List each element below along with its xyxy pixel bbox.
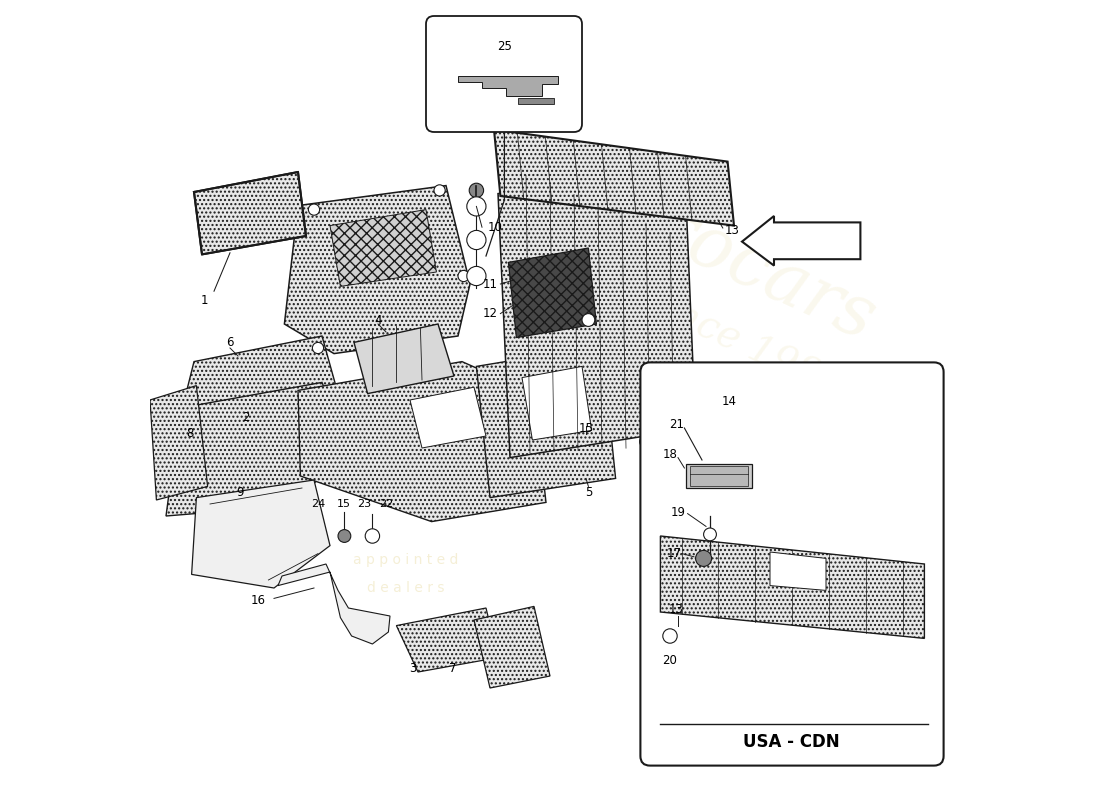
Text: 13: 13 [725,224,739,237]
Text: 24: 24 [311,499,326,509]
Circle shape [639,435,652,448]
Circle shape [458,270,470,282]
Polygon shape [278,564,390,644]
Polygon shape [396,608,498,672]
Text: 9: 9 [235,486,243,498]
Text: 1: 1 [200,294,208,307]
Polygon shape [742,216,860,266]
Text: 8: 8 [186,427,194,440]
Circle shape [338,530,351,542]
Circle shape [663,629,678,643]
Polygon shape [474,606,550,688]
Polygon shape [686,464,751,488]
Polygon shape [518,98,554,104]
Text: 6: 6 [227,336,233,349]
Text: 23: 23 [358,499,372,509]
Polygon shape [178,336,342,448]
Polygon shape [458,76,558,96]
Text: 14: 14 [722,395,737,408]
Text: 5: 5 [585,486,592,498]
Text: 2: 2 [242,411,250,424]
Text: 19: 19 [671,506,685,518]
Text: eurocars: eurocars [565,156,887,356]
Polygon shape [150,386,208,500]
FancyBboxPatch shape [640,362,944,766]
Polygon shape [770,552,826,590]
Text: 20: 20 [662,654,678,666]
Text: 10: 10 [487,221,503,234]
Text: 7: 7 [449,662,456,674]
Text: 16: 16 [251,594,265,606]
Polygon shape [494,130,734,226]
Circle shape [466,266,486,286]
Polygon shape [194,172,306,254]
Circle shape [312,342,323,354]
Polygon shape [522,366,592,440]
Polygon shape [776,226,858,256]
Polygon shape [498,162,695,458]
Polygon shape [354,324,454,394]
Text: 13: 13 [669,603,684,616]
Text: 22: 22 [378,499,393,509]
Polygon shape [166,382,349,516]
Circle shape [466,230,486,250]
Text: a p p o i n t e d: a p p o i n t e d [353,553,459,567]
Polygon shape [508,248,596,338]
Text: 25: 25 [497,40,512,53]
Circle shape [704,528,716,541]
Circle shape [308,204,320,215]
Text: 21: 21 [669,418,684,430]
Polygon shape [660,536,924,638]
Text: 15: 15 [337,499,351,509]
Circle shape [582,314,595,326]
Text: 12: 12 [483,307,498,320]
Circle shape [434,185,446,196]
Text: d e a l e r s: d e a l e r s [367,581,444,595]
Text: USA - CDN: USA - CDN [744,734,840,751]
Polygon shape [298,362,546,522]
Text: 4: 4 [374,314,382,326]
Text: 18: 18 [662,448,678,461]
FancyBboxPatch shape [426,16,582,132]
Polygon shape [191,480,330,588]
Circle shape [470,183,484,198]
Text: 3: 3 [409,662,416,674]
Polygon shape [410,387,486,448]
Text: 11: 11 [483,278,498,290]
Polygon shape [330,210,437,286]
Circle shape [365,529,380,543]
Text: since 1985: since 1985 [637,282,847,406]
Circle shape [466,197,486,216]
Circle shape [695,550,712,566]
Polygon shape [690,466,748,486]
Polygon shape [476,346,616,498]
Text: 17: 17 [667,547,682,560]
Text: 15: 15 [579,422,593,434]
Polygon shape [285,186,470,354]
